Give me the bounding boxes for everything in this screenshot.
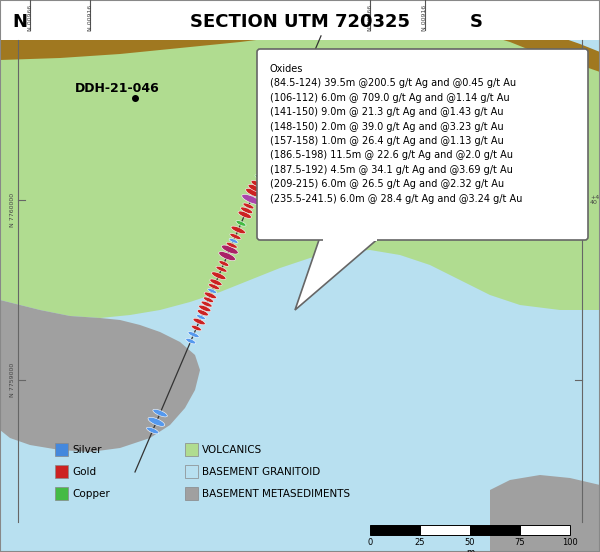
- Text: N 00966: N 00966: [367, 5, 373, 31]
- Polygon shape: [323, 235, 377, 241]
- Bar: [520, 525, 570, 535]
- Text: N 7759000: N 7759000: [10, 363, 14, 397]
- Ellipse shape: [186, 338, 196, 344]
- FancyBboxPatch shape: [257, 49, 588, 240]
- Ellipse shape: [210, 279, 222, 285]
- Ellipse shape: [258, 166, 271, 172]
- Text: N 00916: N 00916: [88, 5, 92, 31]
- Bar: [470, 525, 520, 535]
- Ellipse shape: [231, 226, 245, 233]
- Ellipse shape: [248, 184, 264, 193]
- Bar: [185, 443, 198, 456]
- Ellipse shape: [229, 238, 238, 243]
- Ellipse shape: [242, 194, 261, 204]
- Text: S: S: [470, 13, 483, 31]
- Ellipse shape: [238, 211, 251, 218]
- Ellipse shape: [255, 174, 266, 181]
- Ellipse shape: [146, 427, 159, 434]
- Text: DDH-21-046: DDH-21-046: [75, 82, 160, 94]
- Ellipse shape: [197, 310, 208, 316]
- Ellipse shape: [245, 188, 262, 198]
- Ellipse shape: [199, 305, 211, 312]
- Text: m: m: [466, 548, 474, 552]
- Ellipse shape: [262, 160, 272, 165]
- Text: 75: 75: [515, 538, 526, 547]
- Ellipse shape: [251, 181, 265, 188]
- Ellipse shape: [203, 297, 214, 302]
- Polygon shape: [490, 475, 600, 552]
- Text: 50: 50: [465, 538, 475, 547]
- Text: 25: 25: [415, 538, 425, 547]
- Text: +4
40: +4 40: [590, 195, 599, 205]
- Text: Oxides
(84.5-124) 39.5m @200.5 g/t Ag and @0.45 g/t Au
(106-112) 6.0m @ 709.0 g/: Oxides (84.5-124) 39.5m @200.5 g/t Ag an…: [270, 64, 523, 204]
- Bar: [185, 465, 198, 478]
- Ellipse shape: [265, 153, 275, 158]
- Ellipse shape: [204, 292, 217, 299]
- Ellipse shape: [193, 318, 205, 325]
- Text: Copper: Copper: [72, 489, 110, 499]
- Ellipse shape: [219, 261, 229, 266]
- Text: N 00916: N 00916: [422, 5, 427, 31]
- Text: BASEMENT GRANITOID: BASEMENT GRANITOID: [202, 467, 320, 477]
- Ellipse shape: [201, 301, 212, 307]
- Bar: [185, 487, 198, 500]
- Bar: [0, 0, 600, 40]
- Bar: [55, 465, 68, 478]
- Bar: [55, 487, 68, 500]
- Ellipse shape: [230, 233, 241, 240]
- Text: VOLCANICS: VOLCANICS: [202, 445, 262, 455]
- Ellipse shape: [236, 221, 246, 226]
- Text: Silver: Silver: [72, 445, 101, 455]
- Polygon shape: [0, 5, 600, 318]
- Text: N 00966: N 00966: [28, 5, 32, 31]
- Text: BASEMENT METASEDIMENTS: BASEMENT METASEDIMENTS: [202, 489, 350, 499]
- Bar: [420, 525, 470, 535]
- Ellipse shape: [241, 207, 253, 214]
- Ellipse shape: [208, 289, 217, 294]
- Ellipse shape: [221, 245, 238, 254]
- Ellipse shape: [226, 242, 237, 248]
- Ellipse shape: [243, 203, 254, 209]
- Text: 100: 100: [562, 538, 578, 547]
- Text: N 7760000: N 7760000: [10, 193, 14, 227]
- Text: N: N: [12, 13, 27, 31]
- Text: SECTION UTM 720325: SECTION UTM 720325: [190, 13, 410, 31]
- Ellipse shape: [216, 266, 227, 272]
- Polygon shape: [0, 300, 200, 552]
- Polygon shape: [0, 2, 600, 72]
- Ellipse shape: [148, 417, 165, 426]
- Ellipse shape: [188, 332, 199, 337]
- Bar: [370, 525, 420, 535]
- Ellipse shape: [208, 284, 220, 290]
- Polygon shape: [295, 237, 380, 310]
- Bar: [55, 443, 68, 456]
- Text: 0: 0: [367, 538, 373, 547]
- Text: Gold: Gold: [72, 467, 96, 477]
- Ellipse shape: [219, 252, 235, 261]
- Ellipse shape: [197, 315, 205, 320]
- Ellipse shape: [191, 325, 202, 331]
- Ellipse shape: [211, 272, 226, 279]
- Ellipse shape: [153, 409, 167, 417]
